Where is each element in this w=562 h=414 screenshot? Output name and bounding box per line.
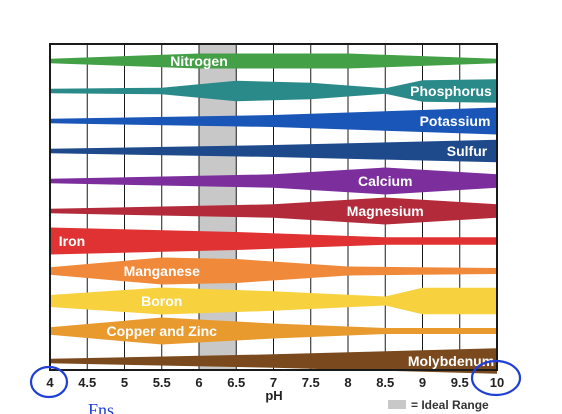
x-tick-5-5: 5.5 [153,375,171,390]
band-label-magnesium: Magnesium [347,203,424,219]
band-iron [50,227,497,255]
x-tick-7: 7 [270,375,277,390]
x-tick-10: 10 [490,375,504,390]
band-magnesium [50,197,497,225]
x-tick-8-5: 8.5 [376,375,394,390]
bands-layer [50,53,497,374]
legend: = Ideal Range [388,398,489,412]
band-molybdenum [50,348,497,374]
legend-swatch [388,400,406,409]
x-tick-4: 4 [46,375,54,390]
band-label-potassium: Potassium [420,113,491,129]
x-tick-8: 8 [344,375,351,390]
x-tick-7-5: 7.5 [302,375,320,390]
band-label-molybdenum: Molybdenum [408,353,494,369]
x-tick-6-5: 6.5 [227,375,245,390]
x-tick-4-5: 4.5 [78,375,96,390]
band-labels-layer: Nitrogen Phosphorus Potassium Sulfur Calcium… [59,53,494,369]
band-label-boron: Boron [141,293,182,309]
band-nitrogen [50,53,497,69]
band-boron [50,287,497,315]
band-label-nitrogen: Nitrogen [170,53,228,69]
x-tick-labels: 4 4.5 5 5.5 6 6.5 7 7.5 8 8.5 9 9.5 10 [46,375,504,390]
band-phosphorus [50,79,497,103]
band-label-sulfur: Sulfur [447,143,488,159]
band-label-copper-and-zinc: Copper and Zinc [107,323,218,339]
circle-mark-10 [470,359,522,397]
handwritten-annotations: Fns [29,359,522,414]
band-potassium [50,107,497,135]
legend-label: = Ideal Range [411,398,489,412]
x-axis-label: pH [265,388,282,403]
x-tick-6: 6 [195,375,202,390]
band-label-manganese: Manganese [124,263,200,279]
band-label-phosphorus: Phosphorus [410,83,492,99]
handwritten-note: Fns [88,400,114,414]
band-sulfur [50,139,497,163]
band-manganese [50,257,497,285]
band-copper-and-zinc [50,317,497,345]
band-label-iron: Iron [59,233,85,249]
band-calcium [50,167,497,195]
circle-mark-4 [29,365,69,399]
x-tick-9-5: 9.5 [451,375,469,390]
x-tick-9: 9 [419,375,426,390]
band-label-calcium: Calcium [358,173,412,189]
plot-frame [49,43,498,371]
x-tick-5: 5 [121,375,128,390]
